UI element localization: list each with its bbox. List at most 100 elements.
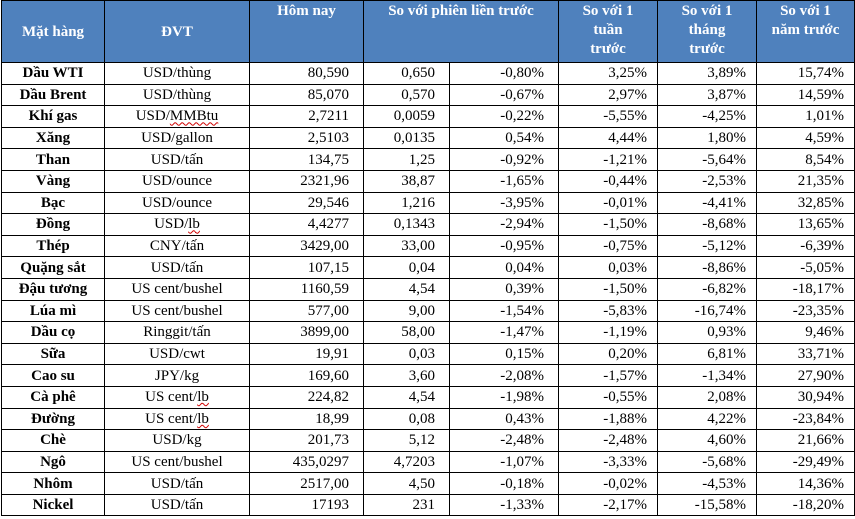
change-value: 0,570 [363,83,450,107]
change-month: -16,74% [657,299,757,323]
change-month: -6,82% [657,277,757,301]
price-today: 2321,96 [249,169,364,193]
change-percent: -0,67% [449,83,559,107]
item-name: Nickel [1,493,105,517]
table-row: Cà phê US cent/lb 224,82 4,54 -1,98% -0,55% 2,… [1,385,855,409]
change-value: 0,0059 [363,105,450,128]
change-percent: -1,07% [449,450,559,474]
change-percent: -0,92% [449,148,559,171]
item-unit: US cent/bushel [104,277,250,301]
item-unit: USD/ounce [104,191,250,215]
change-month: -5,64% [657,148,757,171]
change-year: 4,59% [756,126,855,150]
change-month: 3,87% [657,83,757,107]
price-today: 80,590 [249,62,364,85]
item-unit: US cent/lb [104,385,250,409]
change-year: -29,49% [756,450,855,474]
change-week: -1,19% [558,321,658,344]
price-today: 4,4277 [249,213,364,236]
change-percent: -0,22% [449,105,559,128]
item-name: Chè [1,429,105,452]
change-year: 1,01% [756,105,855,128]
change-year: 30,94% [756,385,855,409]
table-row: Vàng USD/ounce 2321,96 38,87 -1,65% -0,44% -2,… [1,169,855,193]
item-name: Than [1,148,105,171]
change-week: 4,44% [558,126,658,150]
table-row: Ngô US cent/bushel 435,0297 4,7203 -1,07% -3,… [1,450,855,474]
price-today: 169,60 [249,364,364,387]
change-value: 4,50 [363,472,450,495]
item-unit: USD/tấn [104,493,250,517]
change-value: 4,7203 [363,450,450,474]
change-value: 0,03 [363,342,450,366]
table-row: Nhôm USD/tấn 2517,00 4,50 -0,18% -0,02% -4,53%… [1,472,855,495]
change-month: -8,86% [657,256,757,279]
change-month: 6,81% [657,342,757,366]
change-week: -1,50% [558,277,658,301]
change-week: 3,25% [558,62,658,85]
change-month: 4,22% [657,407,757,431]
table-row: Lúa mì US cent/bushel 577,00 9,00 -1,54% -5,8… [1,299,855,323]
change-week: -0,75% [558,234,658,258]
change-value: 231 [363,493,450,517]
item-unit: USD/tấn [104,256,250,279]
change-week: -0,01% [558,191,658,215]
change-value: 58,00 [363,321,450,344]
change-value: 4,54 [363,385,450,409]
change-month: -1,34% [657,364,757,387]
change-value: 0,08 [363,407,450,431]
price-today: 3899,00 [249,321,364,344]
header-unit: ĐVT [104,0,250,63]
item-unit: USD/MMBtu [104,105,250,128]
item-unit: USD/gallon [104,126,250,150]
item-name: Bạc [1,191,105,215]
change-value: 9,00 [363,299,450,323]
price-today: 107,15 [249,256,364,279]
change-year: -18,20% [756,493,855,517]
item-name: Dầu cọ [1,321,105,344]
change-value: 1,216 [363,191,450,215]
table-row: Đồng USD/lb 4,4277 0,1343 -2,94% -1,50% -8,68%… [1,213,855,236]
change-week: -1,21% [558,148,658,171]
table-row: Nickel USD/tấn 17193 231 -1,33% -2,17% -15,58%… [1,493,855,517]
header-vs-prev: So với phiên liền trước [363,0,559,63]
change-year: 14,59% [756,83,855,107]
change-percent: -1,33% [449,493,559,517]
item-name: Nhôm [1,472,105,495]
change-year: -5,05% [756,256,855,279]
change-week: -1,88% [558,407,658,431]
change-week: -0,55% [558,385,658,409]
price-today: 1160,59 [249,277,364,301]
change-percent: -0,95% [449,234,559,258]
change-month: -5,68% [657,450,757,474]
change-value: 0,650 [363,62,450,85]
price-today: 201,73 [249,429,364,452]
change-month: -15,58% [657,493,757,517]
change-percent: 0,39% [449,277,559,301]
item-name: Cao su [1,364,105,387]
change-year: -6,39% [756,234,855,258]
change-week: 0,20% [558,342,658,366]
change-percent: 0,04% [449,256,559,279]
change-percent: -3,95% [449,191,559,215]
item-name: Sữa [1,342,105,366]
table-row: Đậu tương US cent/bushel 1160,59 4,54 0,39% -… [1,277,855,301]
change-month: -4,25% [657,105,757,128]
header-vs-week: So với 1 tuần trước [558,0,658,63]
change-year: 27,90% [756,364,855,387]
item-unit: USD/thùng [104,83,250,107]
change-year: 21,66% [756,429,855,452]
header-row: Mặt hàng ĐVT Hôm nay So với phiên liền t… [1,0,855,63]
price-today: 134,75 [249,148,364,171]
item-name: Ngô [1,450,105,474]
price-today: 2,7211 [249,105,364,128]
change-percent: 0,15% [449,342,559,366]
change-month: 1,80% [657,126,757,150]
change-year: 32,85% [756,191,855,215]
price-today: 18,99 [249,407,364,431]
change-week: -2,48% [558,429,658,452]
change-week: 0,03% [558,256,658,279]
item-unit: USD/cwt [104,342,250,366]
change-year: 33,71% [756,342,855,366]
price-today: 2,5103 [249,126,364,150]
